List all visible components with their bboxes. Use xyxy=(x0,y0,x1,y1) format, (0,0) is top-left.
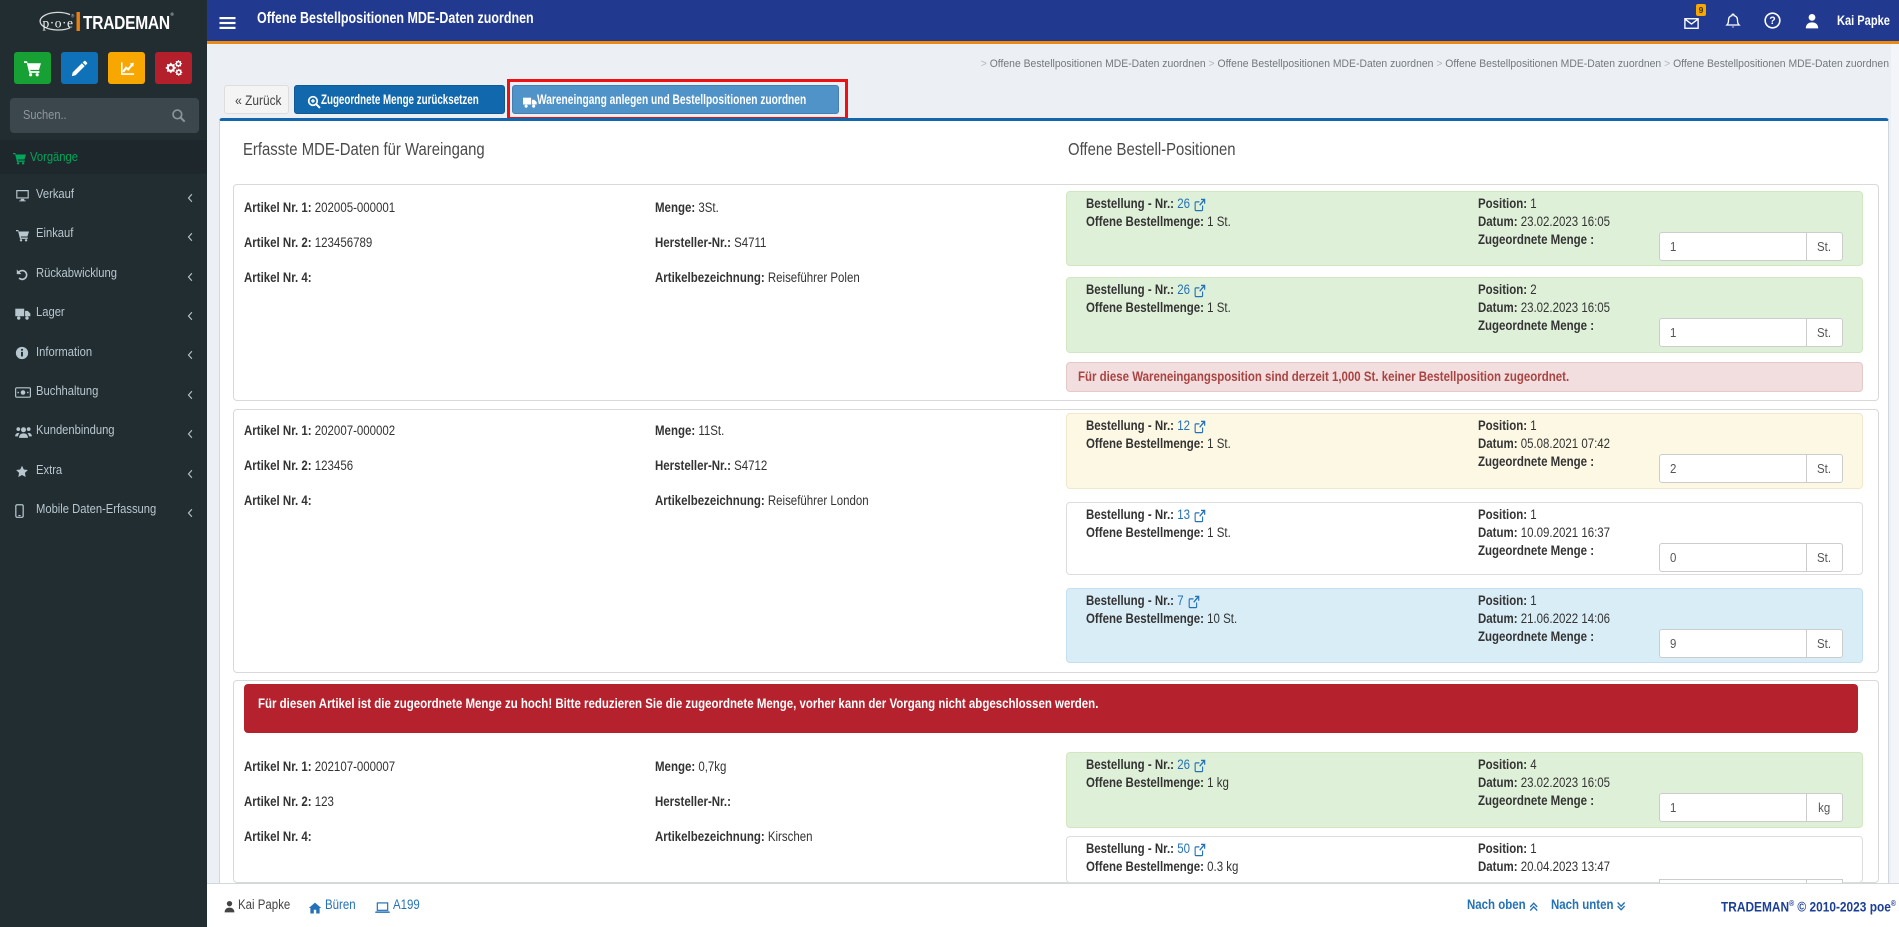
svg-text:?: ? xyxy=(1769,15,1775,27)
svg-text:®: ® xyxy=(171,11,175,17)
svg-text:p·o·e: p·o·e xyxy=(43,16,74,31)
svg-text:TRADEMAN: TRADEMAN xyxy=(83,13,170,34)
svg-text:®: ® xyxy=(71,13,75,19)
